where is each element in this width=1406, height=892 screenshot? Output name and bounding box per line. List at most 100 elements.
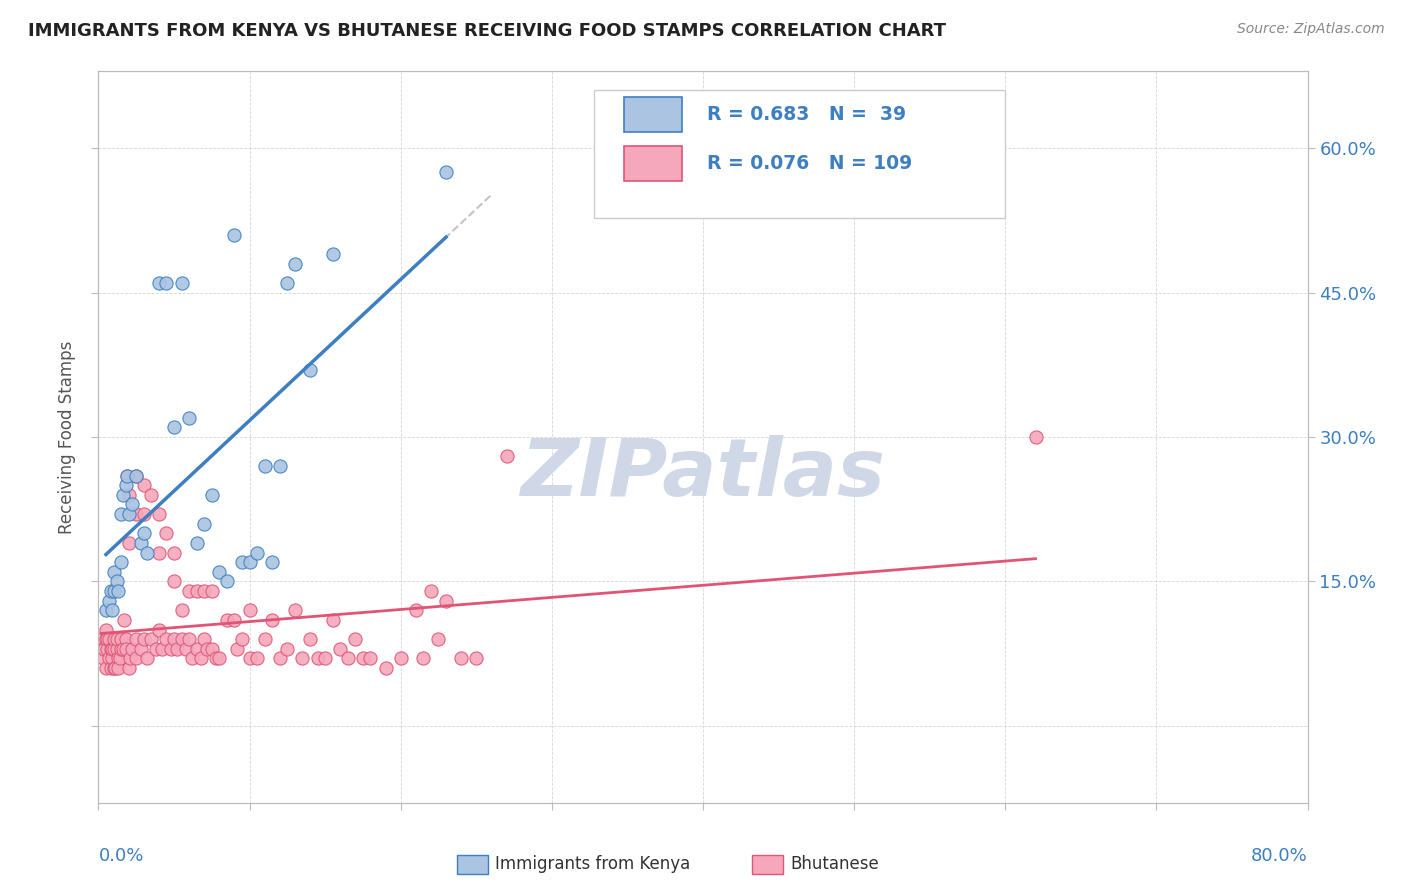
Point: [148, 623, 170, 637]
Point: [90, 632, 112, 647]
Point: [299, 362, 322, 376]
Point: [125, 632, 148, 647]
Point: [215, 613, 238, 627]
Bar: [624, 97, 682, 132]
Point: [129, 641, 152, 656]
Point: [269, 651, 291, 665]
Point: [108, 651, 131, 665]
Point: [132, 632, 155, 647]
Point: [495, 450, 517, 464]
Point: [208, 651, 231, 665]
Point: [121, 641, 143, 656]
Point: [135, 651, 157, 665]
Point: [96, 632, 118, 647]
Point: [101, 603, 124, 617]
Point: [231, 555, 253, 569]
Point: [344, 632, 367, 647]
Point: [101, 641, 124, 656]
Point: [360, 651, 382, 665]
Point: [103, 584, 125, 599]
Point: [104, 661, 127, 675]
Point: [374, 661, 396, 675]
Point: [205, 651, 228, 665]
Point: [193, 516, 215, 531]
Point: [299, 632, 322, 647]
Point: [190, 651, 212, 665]
Point: [107, 584, 129, 599]
Point: [420, 584, 443, 599]
Point: [118, 488, 141, 502]
Point: [389, 651, 412, 665]
Point: [201, 488, 224, 502]
Point: [115, 468, 138, 483]
Point: [98, 651, 121, 665]
Point: [195, 641, 218, 656]
Point: [179, 410, 201, 425]
Point: [405, 603, 427, 617]
Point: [253, 632, 276, 647]
Text: R = 0.076   N = 109: R = 0.076 N = 109: [707, 154, 912, 173]
Point: [262, 555, 284, 569]
Point: [100, 641, 122, 656]
Point: [314, 651, 336, 665]
Point: [111, 488, 134, 502]
Point: [107, 661, 129, 675]
Point: [94, 632, 117, 647]
Point: [100, 661, 122, 675]
Point: [103, 641, 125, 656]
Point: [322, 247, 344, 261]
Point: [98, 632, 121, 647]
Point: [450, 651, 472, 665]
Point: [193, 632, 215, 647]
Point: [91, 651, 114, 665]
Point: [115, 468, 138, 483]
Point: [110, 632, 132, 647]
Point: [412, 651, 434, 665]
Text: IMMIGRANTS FROM KENYA VS BHUTANESE RECEIVING FOOD STAMPS CORRELATION CHART: IMMIGRANTS FROM KENYA VS BHUTANESE RECEI…: [28, 22, 946, 40]
Point: [141, 632, 163, 647]
Point: [239, 651, 262, 665]
Point: [170, 276, 193, 290]
Point: [155, 632, 177, 647]
Point: [103, 565, 125, 579]
Bar: [624, 146, 682, 181]
Point: [193, 584, 215, 599]
Point: [118, 536, 141, 550]
Point: [93, 641, 115, 656]
Point: [253, 458, 276, 473]
Point: [224, 613, 246, 627]
Point: [276, 641, 298, 656]
Point: [118, 507, 141, 521]
Text: ZIPatlas: ZIPatlas: [520, 434, 886, 513]
Point: [163, 420, 186, 434]
Point: [125, 507, 148, 521]
Point: [224, 227, 246, 242]
Text: 80.0%: 80.0%: [1251, 847, 1308, 864]
Point: [163, 545, 186, 559]
Point: [105, 641, 128, 656]
Point: [105, 574, 128, 589]
Point: [94, 661, 117, 675]
Point: [322, 613, 344, 627]
Point: [110, 507, 132, 521]
Point: [155, 526, 177, 541]
Point: [103, 632, 125, 647]
Point: [98, 593, 121, 607]
Point: [179, 632, 201, 647]
Point: [110, 555, 132, 569]
Point: [166, 641, 188, 656]
Point: [132, 507, 155, 521]
Y-axis label: Receiving Food Stamps: Receiving Food Stamps: [58, 341, 76, 533]
Point: [118, 661, 141, 675]
Point: [132, 478, 155, 492]
Point: [465, 651, 488, 665]
Text: R = 0.683   N =  39: R = 0.683 N = 39: [707, 105, 905, 124]
Point: [121, 498, 143, 512]
Point: [103, 661, 125, 675]
Point: [163, 574, 186, 589]
Text: Source: ZipAtlas.com: Source: ZipAtlas.com: [1237, 22, 1385, 37]
Point: [160, 641, 183, 656]
Point: [125, 468, 148, 483]
Point: [246, 545, 269, 559]
Point: [170, 603, 193, 617]
